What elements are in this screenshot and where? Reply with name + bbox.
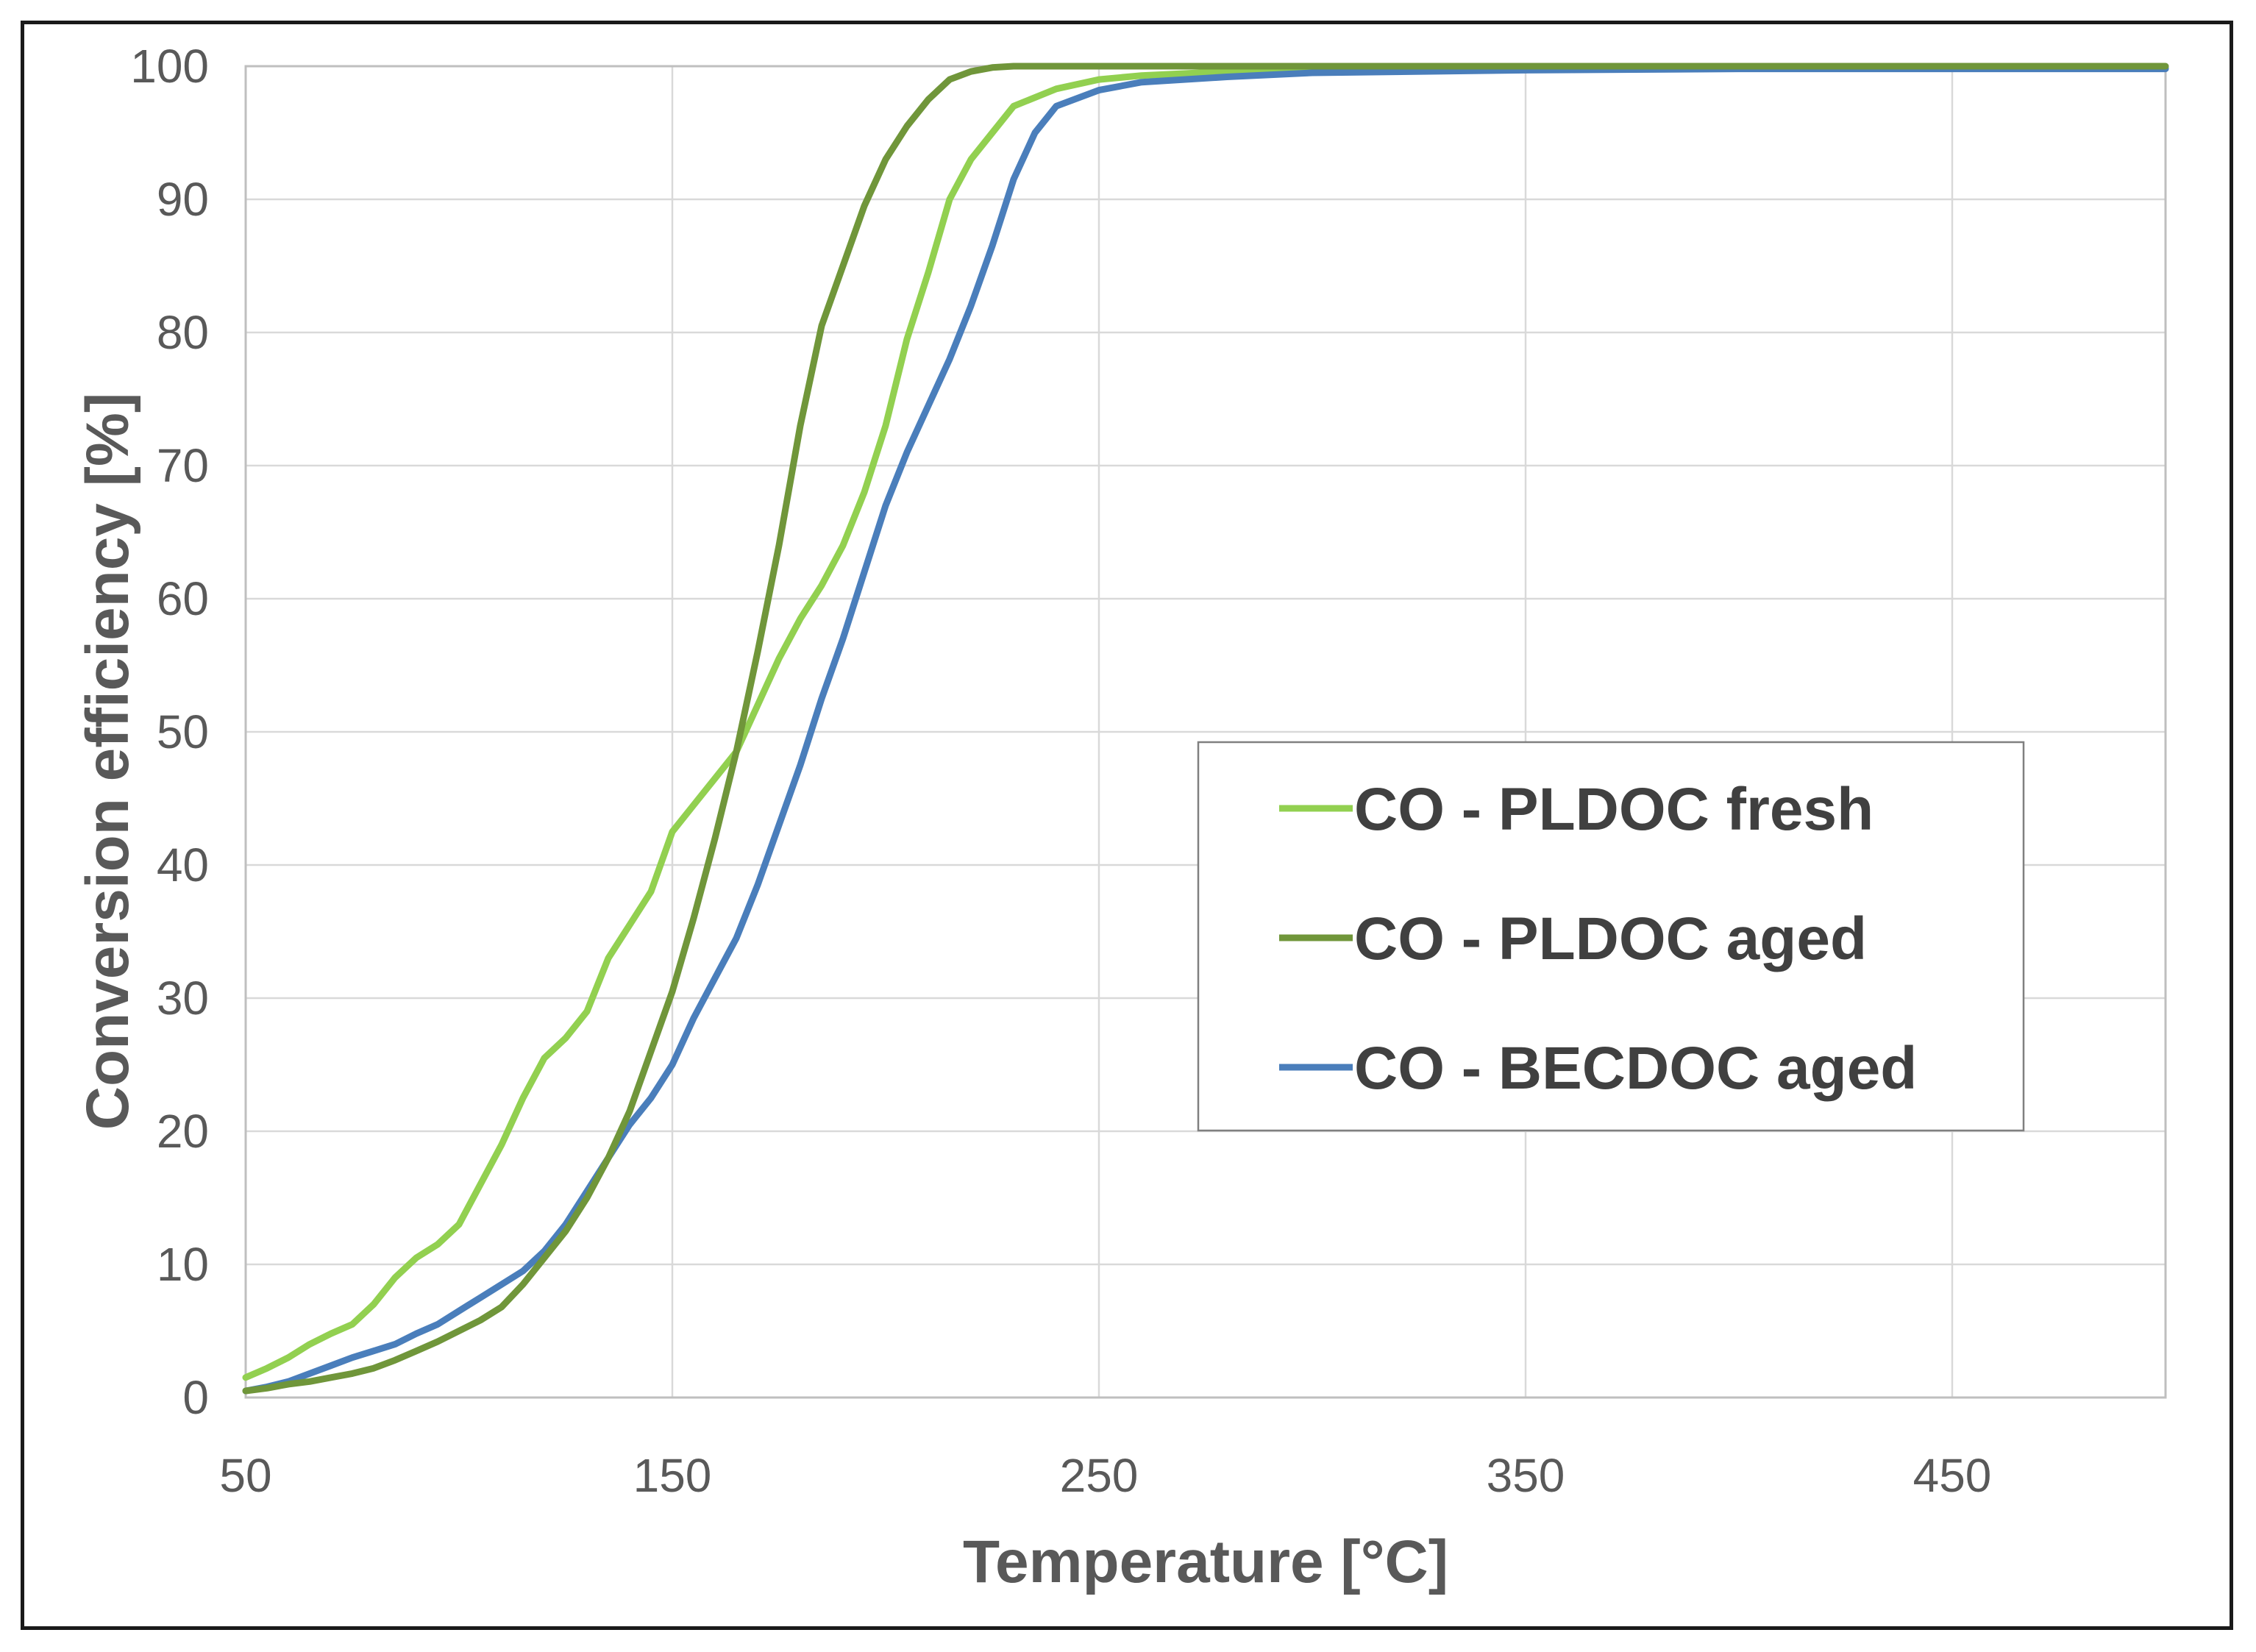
gridlines (244, 65, 2166, 1399)
y-tick-label: 50 (157, 705, 209, 758)
legend-label-pldoc-aged: CO - PLDOC aged (1354, 905, 1867, 972)
x-tick-label: 50 (219, 1449, 271, 1502)
y-tick-label: 20 (157, 1105, 209, 1158)
x-tick-label: 250 (1060, 1449, 1139, 1502)
x-axis-title: Temperature [°C] (963, 1528, 1448, 1595)
chart-frame: 0 10 20 30 40 50 60 70 80 90 100 50 150 250 350 450 Tem… (21, 21, 2233, 1630)
series-lines (242, 63, 2169, 1395)
y-tick-label: 0 (182, 1371, 209, 1424)
line-chart: 0 10 20 30 40 50 60 70 80 90 100 50 150 250 350 450 Tem… (74, 40, 2169, 1595)
x-tick-label: 150 (633, 1449, 712, 1502)
series-line-2 (242, 65, 2169, 1395)
y-tick-label: 90 (157, 173, 209, 226)
series-line-0 (242, 64, 2169, 1381)
legend: CO - PLDOC fresh CO - PLDOC aged CO - BE… (1197, 741, 2025, 1132)
y-tick-label: 10 (157, 1238, 209, 1291)
y-tick-label: 70 (157, 439, 209, 492)
y-tick-label: 30 (157, 972, 209, 1025)
x-tick-label: 350 (1487, 1449, 1565, 1502)
y-axis-title: Conversion efficiency [%] (74, 393, 141, 1130)
y-tick-label: 100 (130, 40, 209, 93)
y-tick-label: 60 (157, 572, 209, 625)
legend-label-becdoc-aged: CO - BECDOC aged (1354, 1035, 1917, 1102)
y-tick-label: 80 (157, 306, 209, 359)
legend-label-pldoc-fresh: CO - PLDOC fresh (1354, 776, 1874, 843)
x-tick-label: 450 (1913, 1449, 1992, 1502)
y-tick-label: 40 (157, 839, 209, 891)
series-line-1 (242, 63, 2169, 1395)
tick-labels: 0 10 20 30 40 50 60 70 80 90 100 50 150 250 350 450 (130, 40, 1991, 1502)
